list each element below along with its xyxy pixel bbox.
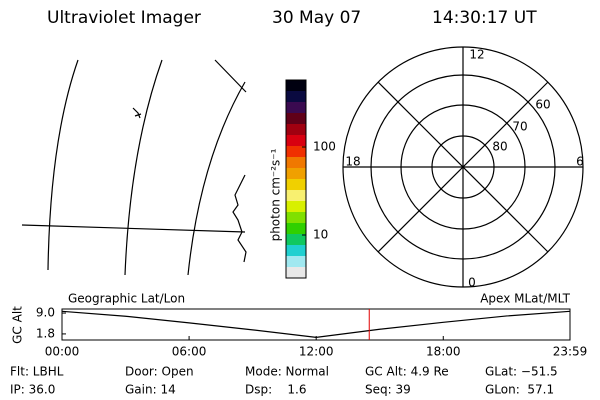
x-tick-label: 23:59 — [553, 345, 588, 359]
polar-label: 70 — [512, 120, 527, 134]
colorbar-frame — [285, 79, 307, 279]
colorbar-label: photon cm⁻²s⁻¹ — [269, 148, 283, 241]
colorbar — [285, 79, 307, 279]
color-step — [286, 179, 306, 191]
status-field: Gain: 14 — [125, 383, 176, 397]
status-field: GC Alt: 4.9 Re — [365, 365, 449, 379]
polar-grid — [342, 46, 584, 288]
polar-label: 12 — [469, 48, 484, 62]
meridian — [187, 81, 246, 276]
color-step — [286, 245, 306, 257]
title: Ultraviolet Imager — [47, 8, 201, 28]
color-step — [286, 190, 306, 202]
color-step — [286, 168, 306, 180]
x-tick-label: 18:00 — [426, 345, 461, 359]
colorbar-tick-label: 10 — [313, 228, 328, 242]
polar-label: 60 — [535, 98, 550, 112]
color-step — [286, 201, 306, 213]
status-field: IP: 36.0 — [10, 383, 55, 397]
color-step — [286, 267, 306, 279]
y-tick-label: 9.0 — [36, 306, 55, 320]
plot-frame — [61, 308, 571, 341]
y-tick-label: 1.8 — [36, 326, 55, 340]
x-tick-label: 12:00 — [299, 345, 334, 359]
status-field: Mode: Normal — [245, 365, 329, 379]
x-tick-label: 00:00 — [45, 345, 80, 359]
coastline — [232, 174, 247, 263]
parallel — [21, 224, 246, 233]
status-field: Flt: LBHL — [10, 365, 64, 379]
date: 30 May 07 — [272, 8, 361, 28]
status-field: Seq: 39 — [365, 383, 411, 397]
color-step — [286, 146, 306, 158]
color-step — [286, 102, 306, 114]
color-step — [286, 135, 306, 147]
time: 14:30:17 UT — [432, 8, 537, 28]
map — [21, 59, 247, 276]
plot-title: Geographic Lat/Lon — [68, 292, 185, 306]
color-step — [286, 80, 306, 92]
x-tick-label: 06:00 — [172, 345, 207, 359]
status-field: Dsp: 1.6 — [245, 383, 307, 397]
parallel — [214, 59, 247, 93]
polar-label: 18 — [345, 155, 360, 169]
polar-label: 0 — [468, 276, 476, 290]
y-axis-label: GC Alt — [11, 306, 25, 344]
polar-label: 80 — [492, 140, 507, 154]
color-step — [286, 234, 306, 246]
altitude-plot: 00:00 06:00 12:00 18:00 23:59 9.0 1.8 — [36, 306, 587, 359]
meridian — [124, 59, 163, 276]
altitude-curve — [61, 310, 571, 338]
color-step — [286, 91, 306, 103]
status-field: Door: Open — [125, 365, 194, 379]
color-step — [286, 157, 306, 169]
spoke — [377, 81, 549, 253]
meridian — [47, 59, 79, 271]
color-step — [286, 256, 306, 268]
status-bar: Flt: LBHL Door: Open Mode: Normal GC Alt: 4… — [10, 365, 558, 397]
status-field: GLat: −51.5 — [485, 365, 558, 379]
color-step — [286, 113, 306, 125]
polar-label: 6 — [576, 155, 584, 169]
color-step — [286, 212, 306, 224]
status-field: GLon: 57.1 — [485, 383, 554, 397]
color-step — [286, 223, 306, 235]
color-step — [286, 124, 306, 136]
coastline — [132, 107, 142, 119]
colorbar-tick-label: 100 — [313, 140, 336, 154]
plot-title: Apex MLat/MLT — [480, 292, 570, 306]
